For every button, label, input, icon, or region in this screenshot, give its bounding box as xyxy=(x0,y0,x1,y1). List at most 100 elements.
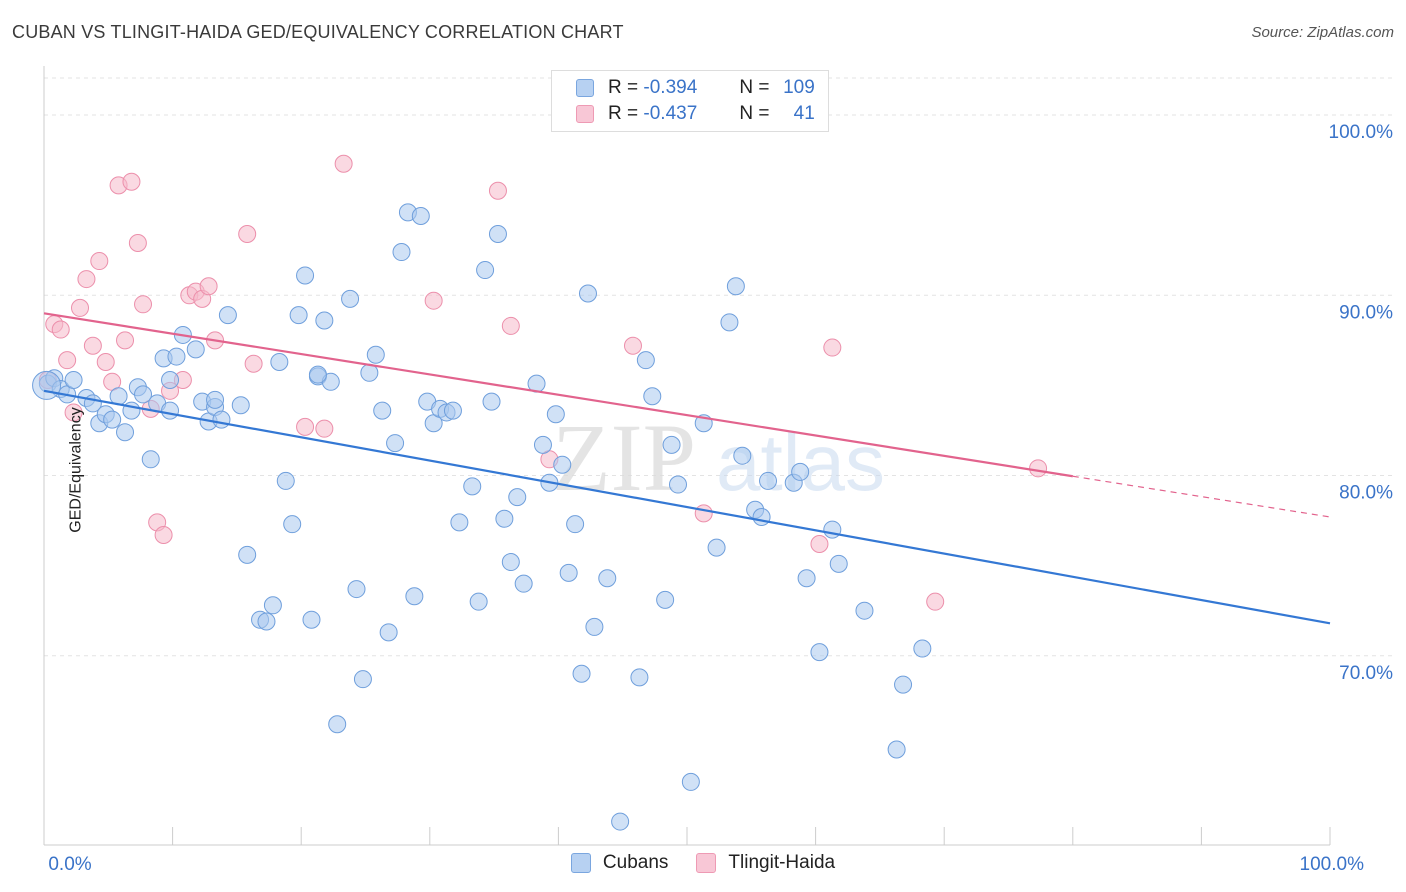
tlingit-haida-point-8 xyxy=(90,252,109,271)
tlingit-haida-point-14 xyxy=(128,234,147,253)
cubans-point-39 xyxy=(315,311,334,330)
stats-legend: R = -0.394 N = 109 R = -0.437 N = 41 xyxy=(551,70,829,132)
tlingit-haida-point-9 xyxy=(96,352,115,371)
cubans-point-77 xyxy=(578,284,597,303)
legend-r-label: R = xyxy=(608,77,639,98)
series-legend: Cubans Tlingit-Haida xyxy=(0,852,1406,874)
cubans-point-101 xyxy=(829,554,848,573)
cubans-point-90 xyxy=(720,313,739,332)
cubans-point-94 xyxy=(752,507,771,526)
cubans-point-65 xyxy=(495,509,514,528)
cubans-point-62 xyxy=(476,261,495,280)
series-legend-tlingit-haida[interactable]: Tlingit-Haida xyxy=(696,852,835,874)
cubans-point-64 xyxy=(488,225,507,244)
tlingit-haida-point-5 xyxy=(71,298,90,317)
tlingit-haida-point-27 xyxy=(244,354,263,373)
x-tick-label-0: 0.0% xyxy=(48,854,91,875)
cubans-point-66 xyxy=(501,553,520,572)
cubans-point-50 xyxy=(392,243,411,262)
tlingit-haida-point-18 xyxy=(154,526,173,544)
tlingit-haida-point-6 xyxy=(77,270,96,289)
cubans-point-27 xyxy=(231,396,250,415)
cubans-point-11 xyxy=(116,423,135,442)
cubans-point-79 xyxy=(598,569,617,588)
tlingit-haida-point-3 xyxy=(58,351,77,370)
cubans-point-60 xyxy=(463,477,482,496)
cubans-point-34 xyxy=(283,515,302,534)
cubans-point-43 xyxy=(347,580,366,599)
cubans-point-25 xyxy=(212,410,231,429)
cubans-point-95 xyxy=(759,471,778,490)
cubans-point-107 xyxy=(206,390,225,409)
cubans-point-86 xyxy=(668,475,687,494)
cubans-point-97 xyxy=(791,462,810,481)
axes xyxy=(43,66,1331,846)
cubans-point-80 xyxy=(611,812,630,831)
cubans-point-73 xyxy=(553,455,572,474)
cubans-point-21 xyxy=(186,340,205,359)
cubans-point-41 xyxy=(328,715,347,734)
tlingit-haida-point-12 xyxy=(116,331,135,350)
tlingit-haida-points xyxy=(38,154,1048,611)
y-tick-label-0: 70.0% xyxy=(1339,663,1393,684)
chart-title: CUBAN VS TLINGIT-HAIDA GED/EQUIVALENCY C… xyxy=(12,22,624,42)
cubans-point-82 xyxy=(636,351,655,370)
y-tick-label-2: 90.0% xyxy=(1339,302,1393,323)
cubans-point-19 xyxy=(167,347,186,366)
legend-n-label: N = xyxy=(739,103,770,124)
cubans-point-104 xyxy=(894,675,913,694)
cubans-point-102 xyxy=(855,601,874,620)
cubans-points xyxy=(32,203,932,831)
tlingit-haida-point-36 xyxy=(694,504,713,523)
cubans-point-68 xyxy=(514,574,533,593)
cubans-point-70 xyxy=(533,435,552,454)
tlingit-haida-point-30 xyxy=(334,154,353,173)
tlingit-haida-point-32 xyxy=(488,181,507,200)
cubans-point-105 xyxy=(913,639,932,658)
tlingit-haida-point-33 xyxy=(501,316,520,335)
cubans-point-26 xyxy=(218,306,237,325)
cubans-point-85 xyxy=(662,435,681,454)
cubans-point-58 xyxy=(443,401,462,420)
tlingit-haida-point-26 xyxy=(238,225,257,244)
y-tick-label-1: 80.0% xyxy=(1339,483,1393,504)
series-legend-cubans[interactable]: Cubans xyxy=(570,852,669,874)
cubans-point-53 xyxy=(411,206,430,225)
legend-n-value: 109 xyxy=(783,77,815,98)
tlingit-haida-trend-line-extension xyxy=(1072,475,1331,518)
trend-lines xyxy=(43,312,1331,625)
legend-row-cubans: R = -0.394 N = 109 xyxy=(576,76,815,100)
cubans-point-75 xyxy=(566,515,585,534)
cubans-point-35 xyxy=(289,306,308,325)
cubans-point-cluster xyxy=(32,370,62,400)
legend-n-label: N = xyxy=(739,77,770,98)
cubans-point-32 xyxy=(270,352,289,371)
cubans-point-46 xyxy=(366,345,385,364)
cubans-point-84 xyxy=(656,590,675,609)
cubans-swatch xyxy=(570,853,591,873)
cubans-point-72 xyxy=(546,405,565,424)
cubans-point-67 xyxy=(508,488,527,507)
cubans-point-42 xyxy=(341,289,360,308)
cubans-point-106 xyxy=(308,365,327,384)
tick-labels: 70.0% 80.0% 90.0% 100.0% 0.0% 100.0% xyxy=(48,122,1393,875)
legend-swatch-cubans xyxy=(576,79,594,97)
cubans-point-44 xyxy=(353,670,372,689)
cubans-point-30 xyxy=(257,612,276,631)
tlingit-haida-point-37 xyxy=(810,535,829,554)
cubans-point-37 xyxy=(302,610,321,629)
tlingit-haida-label: Tlingit-Haida xyxy=(728,852,836,873)
cubans-point-9 xyxy=(103,410,122,429)
cubans-point-47 xyxy=(373,401,392,420)
legend-r-value: -0.437 xyxy=(643,103,698,124)
cubans-trend-line xyxy=(43,389,1331,625)
cubans-point-48 xyxy=(379,623,398,642)
tlingit-haida-point-28 xyxy=(296,417,315,436)
tlingit-haida-point-31 xyxy=(424,291,443,310)
cubans-point-33 xyxy=(276,471,295,490)
cubans-label: Cubans xyxy=(602,852,669,873)
y-axis-label: GED/Equivalency xyxy=(67,407,85,533)
cubans-point-108 xyxy=(161,401,180,420)
tlingit-haida-point-2 xyxy=(51,320,70,339)
source-label: Source: ZipAtlas.com xyxy=(1251,24,1394,41)
